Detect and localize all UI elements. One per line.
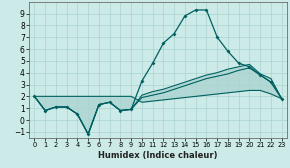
X-axis label: Humidex (Indice chaleur): Humidex (Indice chaleur) <box>98 151 218 160</box>
